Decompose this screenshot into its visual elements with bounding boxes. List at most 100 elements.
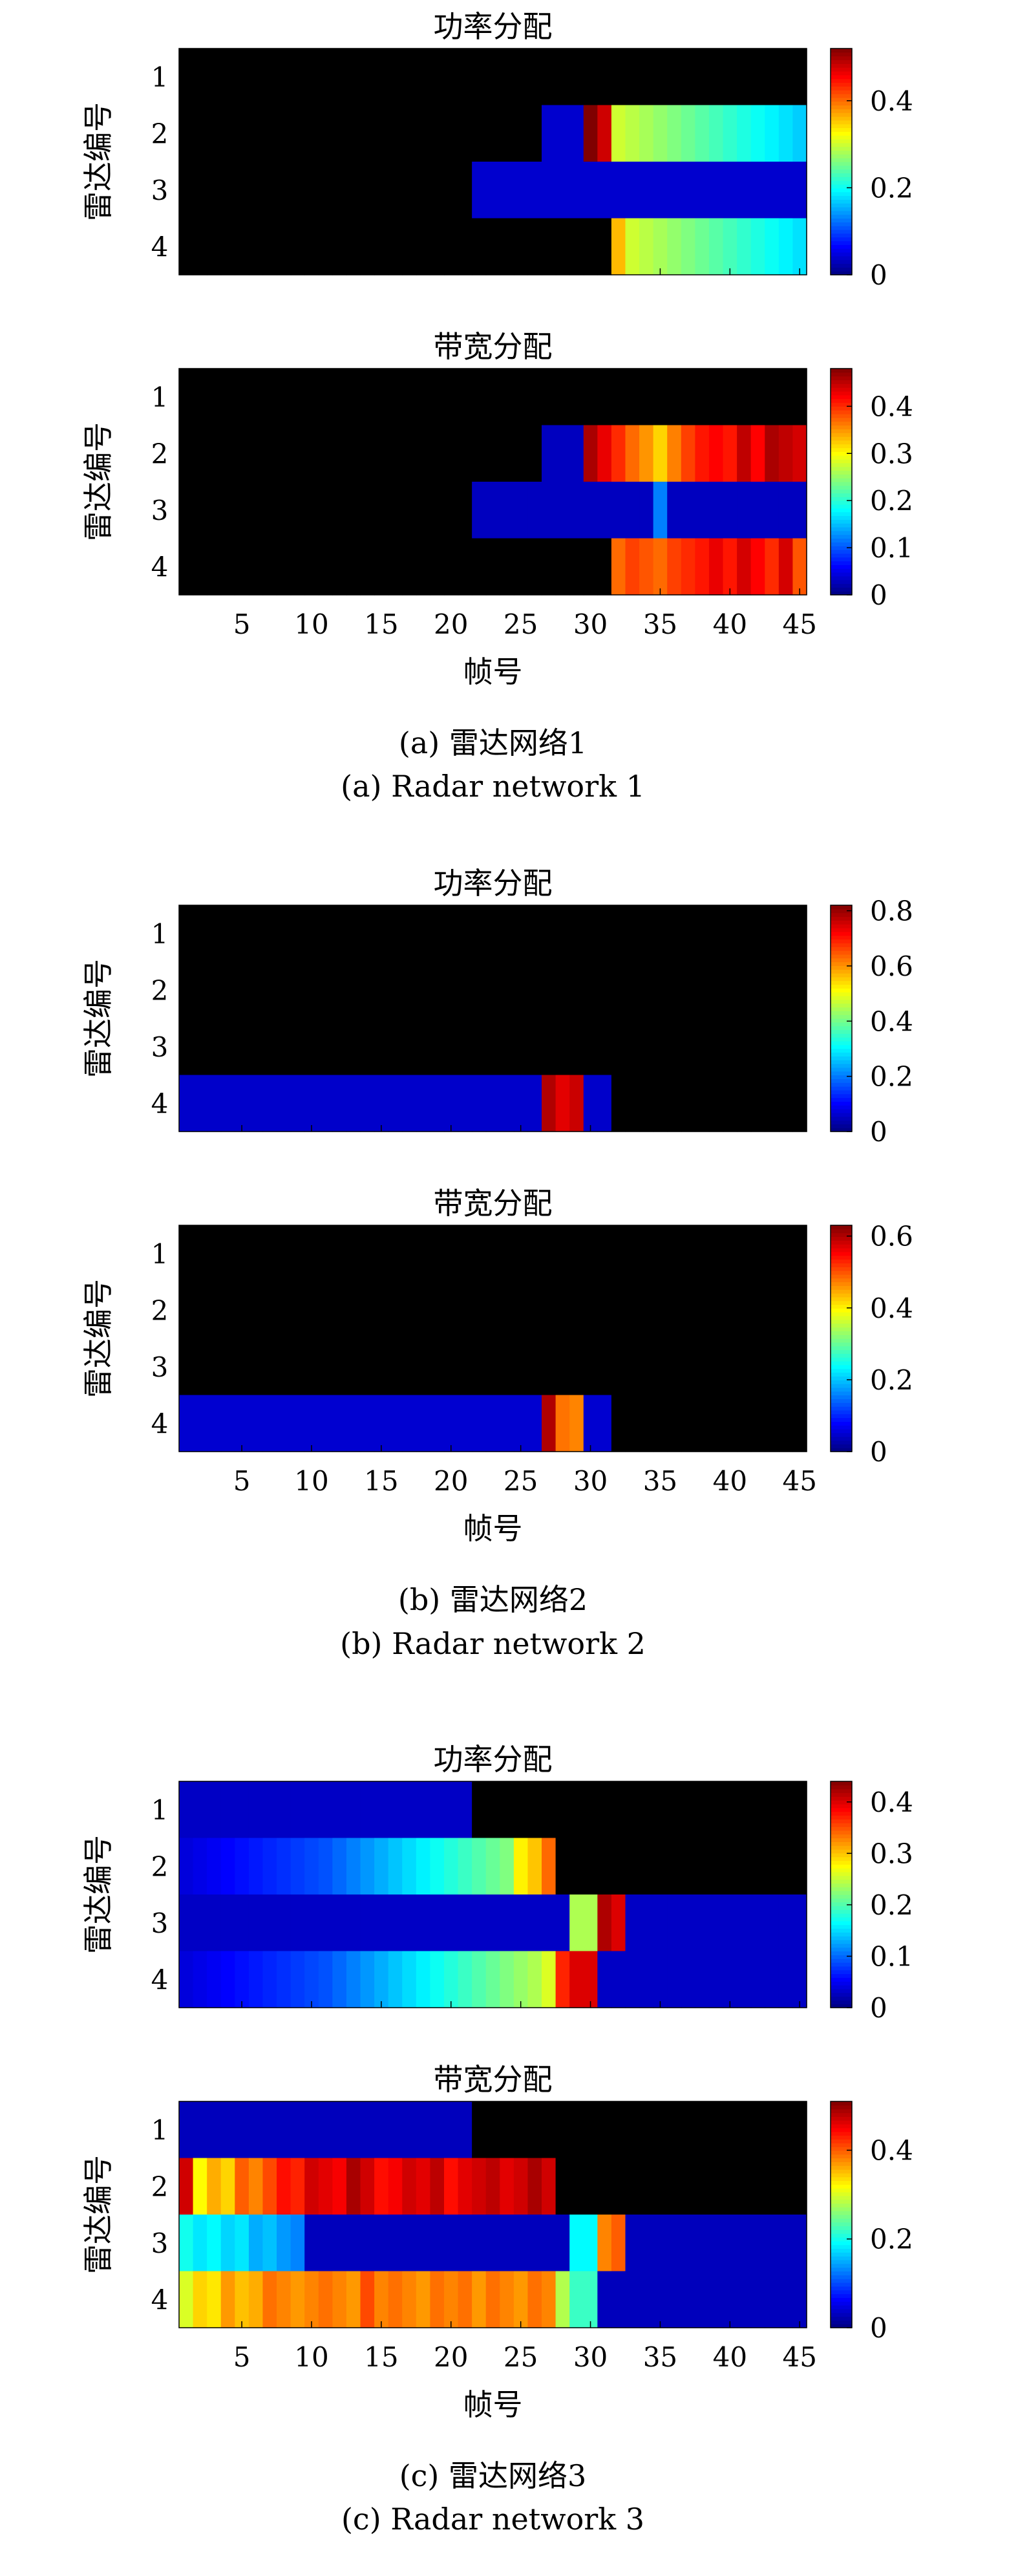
heatmap-cell: [542, 961, 557, 1019]
heatmap-cell: [555, 48, 570, 106]
colorbar-segment: [831, 1271, 852, 1275]
heatmap-cell: [458, 105, 472, 162]
colorbar-segment: [831, 195, 852, 200]
colorbar-segment: [831, 466, 852, 471]
heatmap-cell: [513, 2101, 529, 2159]
colorbar-segment: [831, 1296, 852, 1302]
heatmap-cell: [723, 905, 737, 963]
colorbar-segment: [831, 2180, 852, 2185]
heatmap-cell: [569, 905, 584, 963]
heatmap-cell: [193, 1838, 207, 1895]
heatmap-cell: [611, 2215, 626, 2272]
heatmap-cell: [555, 2101, 570, 2159]
heatmap-cell: [290, 105, 305, 162]
heatmap-cell: [443, 48, 459, 106]
heatmap-cell: [416, 1781, 430, 1839]
heatmap-cell: [318, 538, 333, 596]
heatmap-cell: [527, 105, 542, 162]
heatmap-cell: [360, 369, 375, 426]
colorbar-segment: [831, 508, 852, 513]
heatmap-cell: [611, 1894, 626, 1952]
heatmap-cell: [695, 2158, 710, 2215]
heatmap-cell: [667, 2271, 682, 2328]
colorbar-segment: [831, 131, 852, 136]
colorbar-tick-label: 0.6: [870, 950, 913, 982]
heatmap-cell: [179, 425, 194, 482]
heatmap-cell: [304, 1395, 319, 1452]
heatmap-cell: [527, 1225, 542, 1283]
heatmap-cell: [778, 1395, 794, 1452]
heatmap-cell: [555, 1951, 570, 2008]
x-tick-label: 5: [233, 608, 251, 640]
colorbar-segment: [831, 1037, 852, 1042]
colorbar-segment: [831, 1894, 852, 1899]
colorbar-tick-label: 0.2: [870, 172, 913, 204]
heatmap-cell: [360, 905, 375, 963]
colorbar-segment: [831, 191, 852, 197]
heatmap-cell: [374, 1951, 389, 2008]
x-tick-label: 35: [643, 608, 677, 640]
colorbar-segment: [831, 139, 852, 144]
heatmap-cell: [500, 1781, 514, 1839]
heatmap-cell: [472, 1225, 487, 1283]
heatmap-cell: [750, 482, 765, 539]
heatmap-cell: [750, 1282, 765, 1339]
colorbar-segment: [831, 489, 852, 494]
colorbar-segment: [831, 1981, 852, 1986]
colorbar-segment: [831, 2112, 852, 2117]
heatmap-cell: [277, 1075, 292, 1132]
heatmap-cell: [695, 1894, 710, 1952]
colorbar-segment: [831, 931, 852, 936]
heatmap-cell: [248, 961, 264, 1019]
heatmap-cell: [765, 1338, 779, 1396]
heatmap-cell: [290, 2101, 305, 2159]
heatmap-cell: [597, 1781, 612, 1839]
colorbar-segment: [831, 2256, 852, 2260]
heatmap-cell: [290, 162, 305, 219]
heatmap-cell: [346, 961, 361, 1019]
heatmap-cell: [220, 1894, 235, 1952]
heatmap-cell: [653, 425, 668, 482]
heatmap-cell: [625, 2158, 640, 2215]
colorbar-segment: [831, 1421, 852, 1426]
heatmap-cell: [555, 425, 570, 482]
colorbar-segment: [831, 916, 852, 921]
heatmap-cell: [625, 1075, 640, 1132]
colorbar-segment: [831, 86, 852, 91]
colorbar-segment: [831, 1116, 852, 1121]
colorbar-segment: [831, 90, 852, 94]
heatmap-cell: [318, 1951, 333, 2008]
heatmap-cell: [611, 1075, 626, 1132]
heatmap-cell: [583, 538, 598, 596]
y-tick-label: 2: [151, 1851, 169, 1882]
heatmap-cell: [304, 369, 319, 426]
colorbar-segment: [831, 1067, 852, 1072]
heatmap-cell: [750, 162, 765, 219]
heatmap-cell: [304, 2101, 319, 2159]
heatmap-cell: [277, 2101, 292, 2159]
colorbar-segment: [831, 1312, 852, 1316]
colorbar-segment: [831, 1924, 852, 1929]
heatmap-cell: [542, 1338, 557, 1396]
heatmap-cell: [583, 218, 598, 275]
heatmap-cell: [653, 482, 668, 539]
heatmap-cell: [597, 482, 612, 539]
heatmap-cell: [290, 1395, 305, 1452]
heatmap-cell: [737, 369, 752, 426]
y-tick-label: 4: [151, 1964, 169, 1995]
heatmap-cell: [695, 1395, 710, 1452]
heatmap-cell: [765, 2215, 779, 2272]
colorbar-segment: [831, 992, 852, 996]
colorbar-segment: [831, 546, 852, 550]
colorbar-segment: [831, 1864, 852, 1869]
colorbar-segment: [831, 2316, 852, 2321]
heatmap-cell: [792, 1075, 807, 1132]
heatmap-cell: [346, 1951, 361, 2008]
heatmap-cell: [737, 425, 752, 482]
colorbar-segment: [831, 1293, 852, 1298]
heatmap-cell: [193, 2158, 207, 2215]
y-tick-label: 4: [151, 551, 169, 583]
colorbar-segment: [831, 1025, 852, 1031]
heatmap-cell: [542, 1225, 557, 1283]
